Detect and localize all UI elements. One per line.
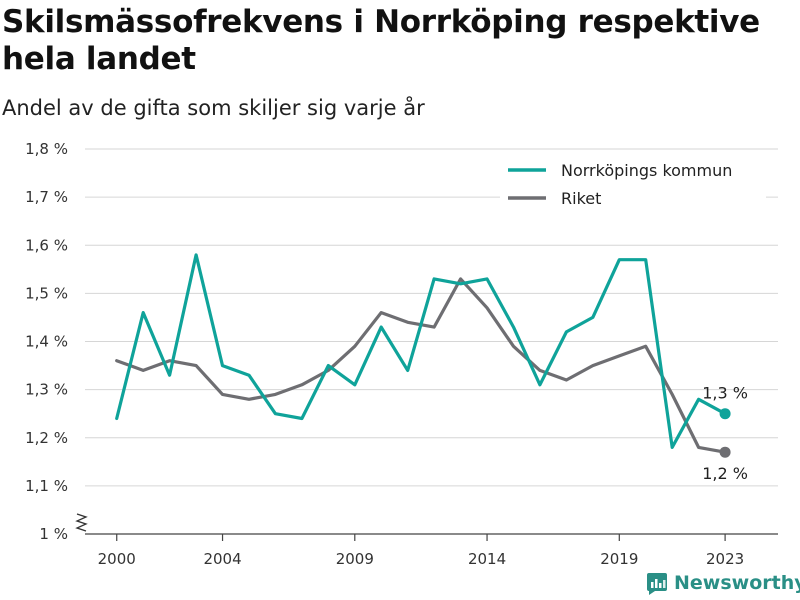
chart-subtitle: Andel av de gifta som skiljer sig varje … [2,96,425,120]
newsworthy-logo-icon [647,573,667,595]
legend-box [500,156,766,212]
legend: Norrköpings kommun Riket [500,156,766,212]
y-tick-label: 1,8 % [25,140,68,158]
y-tick-label: 1,4 % [25,333,68,351]
x-tick-label: 2000 [98,550,136,568]
x-axis: 2000 2004 2009 2014 2019 2023 [98,534,744,568]
legend-label: Riket [561,189,601,208]
end-markers: 1,3 % 1,2 % [702,384,748,484]
end-point-riket [719,446,731,458]
y-tick-label: 1,6 % [25,236,68,254]
y-tick-label: 1 % [39,525,68,543]
y-tick-label: 1,7 % [25,188,68,206]
end-value-label: 1,2 % [702,464,748,483]
axis-break-icon [75,513,88,532]
series-lines [115,253,727,454]
y-tick-label: 1,1 % [25,477,68,495]
y-tick-label: 1,5 % [25,284,68,302]
end-point-norrk-pings-kommun [719,408,731,420]
x-tick-label: 2014 [468,550,506,568]
y-axis-ticks: 1 % 1,1 % 1,2 % 1,3 % 1,4 % 1,5 % 1,6 % 1,7 % 1,… [25,140,88,543]
x-tick-label: 2023 [706,550,744,568]
x-tick-label: 2019 [600,550,638,568]
chart-title: Skilsmässofrekvens i Norrköping respekti… [2,4,760,77]
brand-name: Newsworthy [674,572,800,594]
series-line-norrk-pings-kommun [115,253,727,449]
brand: Newsworthy [646,568,800,598]
y-tick-label: 1,2 % [25,429,68,447]
y-tick-label: 1,3 % [25,381,68,399]
legend-label: Norrköpings kommun [561,161,732,180]
end-value-label: 1,3 % [702,384,748,403]
x-tick-label: 2009 [336,550,374,568]
x-tick-label: 2004 [203,550,241,568]
